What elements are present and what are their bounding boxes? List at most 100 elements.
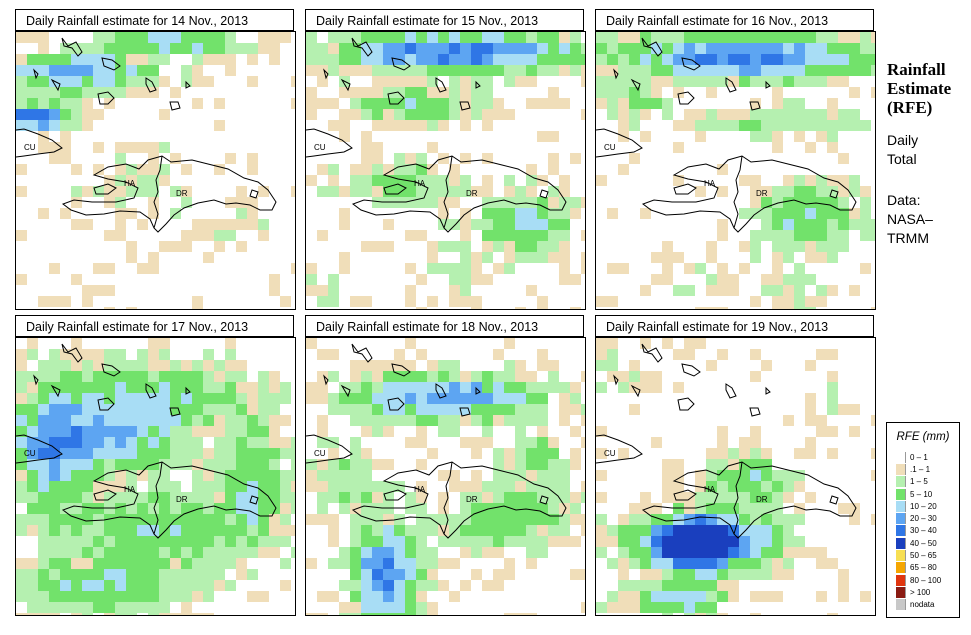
rainfall-cell — [750, 197, 761, 208]
rainfall-cell — [816, 197, 827, 208]
rainfall-cell — [115, 525, 126, 536]
rainfall-cell — [427, 547, 438, 558]
rainfall-cell — [493, 503, 504, 514]
rainfall-cell — [383, 481, 394, 492]
rainfall-cell — [570, 536, 581, 547]
rainfall-cell — [405, 153, 416, 164]
rainfall-cell — [60, 120, 71, 131]
rainfall-cell — [27, 514, 38, 525]
rainfall-cell — [515, 514, 526, 525]
rainfall-cell — [280, 536, 291, 547]
country-label-haiti: HA — [704, 485, 716, 494]
rainfall-cell — [537, 252, 548, 263]
rainfall-cell — [60, 360, 71, 371]
rainfall-cell — [460, 186, 471, 197]
rainfall-cell — [449, 219, 460, 230]
rainfall-cell — [827, 32, 838, 43]
rainfall-cell — [170, 536, 181, 547]
rainfall-cell — [728, 285, 739, 296]
rainfall-cell — [214, 569, 225, 580]
rainfall-cell — [739, 547, 750, 558]
rainfall-cell — [16, 525, 27, 536]
rainfall-cell — [515, 382, 526, 393]
rainfall-cell — [192, 558, 203, 569]
rainfall-cell — [629, 536, 640, 547]
rainfall-cell — [372, 360, 383, 371]
rainfall-cell — [772, 470, 783, 481]
rainfall-cell — [438, 514, 449, 525]
country-label-haiti: HA — [124, 485, 136, 494]
rainfall-cell — [673, 54, 684, 65]
rainfall-cell — [706, 65, 717, 76]
rainfall-cell — [761, 76, 772, 87]
rainfall-cell — [596, 65, 607, 76]
rainfall-cell — [258, 371, 269, 382]
rainfall-cell — [526, 470, 537, 481]
rainfall-cell — [225, 558, 236, 569]
rainfall-cell — [739, 503, 750, 514]
rainfall-cell — [38, 87, 49, 98]
rainfall-cell — [471, 98, 482, 109]
rainfall-cell — [871, 54, 875, 65]
rainfall-cell — [816, 76, 827, 87]
rainfall-cell — [372, 241, 383, 252]
rainfall-cell — [104, 525, 115, 536]
rainfall-cell — [526, 98, 537, 109]
rainfall-cell — [460, 109, 471, 120]
rainfall-cell — [581, 525, 585, 536]
rainfall-cell — [328, 371, 339, 382]
rainfall-cell — [449, 241, 460, 252]
rainfall-cell — [673, 349, 684, 360]
rainfall-cell — [416, 437, 427, 448]
rainfall-cell — [383, 569, 394, 580]
rainfall-cell — [629, 514, 640, 525]
country-label-haiti: HA — [704, 179, 716, 188]
rainfall-cell — [104, 481, 115, 492]
island-outline — [681, 57, 701, 71]
rainfall-cell — [247, 470, 258, 481]
rainfall-cell — [60, 349, 71, 360]
rainfall-cell — [148, 470, 159, 481]
rainfall-cell — [427, 580, 438, 591]
rainfall-cell — [60, 98, 71, 109]
rainfall-cell — [214, 219, 225, 230]
island-outline — [630, 384, 641, 398]
rainfall-cell — [515, 393, 526, 404]
rainfall-cell — [137, 32, 148, 43]
rainfall-cell — [482, 481, 493, 492]
rainfall-cell — [750, 459, 761, 470]
rainfall-cell — [317, 470, 328, 481]
rainfall-cell — [449, 65, 460, 76]
rainfall-cell — [662, 558, 673, 569]
rainfall-cell — [570, 426, 581, 437]
rainfall-cell — [673, 285, 684, 296]
rainfall-cell — [717, 470, 728, 481]
rainfall-cell — [306, 382, 317, 393]
rainfall-cell — [236, 547, 247, 558]
island-outline — [725, 383, 737, 399]
island-outline — [613, 68, 619, 80]
rainfall-cell — [115, 613, 126, 615]
rainfall-cell — [581, 415, 585, 426]
rainfall-cell — [405, 76, 416, 87]
rainfall-cell — [247, 415, 258, 426]
rainfall-cell — [269, 492, 280, 503]
rainfall-cell — [137, 186, 148, 197]
rainfall-cell — [104, 371, 115, 382]
rainfall-cell — [482, 547, 493, 558]
rainfall-cell — [60, 382, 71, 393]
rainfall-cell — [449, 43, 460, 54]
rainfall-cell — [416, 120, 427, 131]
rainfall-cell — [596, 448, 607, 459]
rainfall-cell — [761, 32, 772, 43]
rainfall-cell — [772, 98, 783, 109]
rainfall-cell — [772, 230, 783, 241]
rainfall-cell — [629, 153, 640, 164]
rainfall-cell — [339, 558, 350, 569]
rainfall-cell — [618, 580, 629, 591]
rainfall-cell — [126, 448, 137, 459]
rainfall-cell — [706, 76, 717, 87]
rainfall-cell — [181, 382, 192, 393]
rainfall-cell — [361, 109, 372, 120]
rainfall-cell — [427, 164, 438, 175]
